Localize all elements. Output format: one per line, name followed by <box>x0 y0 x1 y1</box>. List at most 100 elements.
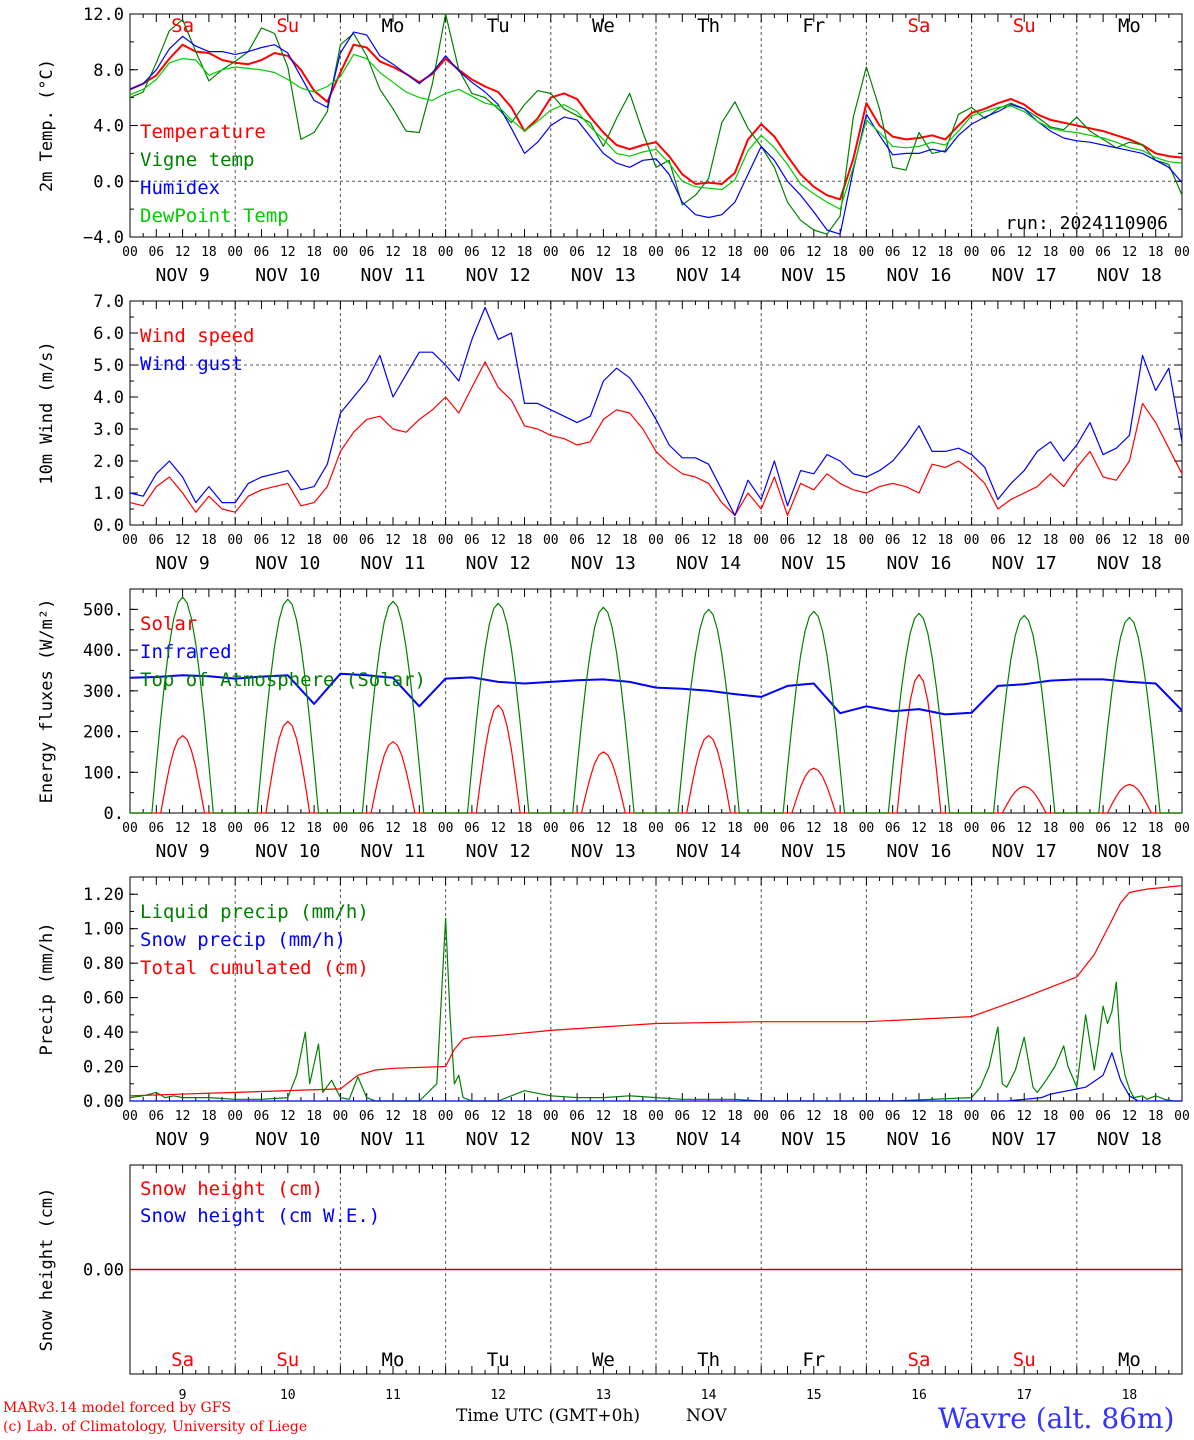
date-label: NOV 13 <box>571 265 636 286</box>
hour-tick-label: 00 <box>227 245 243 260</box>
date-label: NOV 12 <box>466 265 531 286</box>
hour-tick-label: 18 <box>937 1109 953 1124</box>
hour-tick-label: 18 <box>201 533 217 548</box>
date-label: NOV 13 <box>571 841 636 862</box>
hour-tick-label: 00 <box>753 533 769 548</box>
hour-tick-label: 12 <box>806 821 822 836</box>
hour-tick-label: 00 <box>648 821 664 836</box>
hour-tick-label: 18 <box>1148 245 1164 260</box>
hour-tick-label: 06 <box>885 245 901 260</box>
y-tick-label: 1.0 <box>93 484 124 504</box>
hour-tick-label: 18 <box>411 821 427 836</box>
hour-tick-label: 06 <box>674 821 690 836</box>
day-number-label: 18 <box>1122 1388 1138 1403</box>
legend-entry: Infrared <box>140 641 232 663</box>
hour-tick-label: 18 <box>411 245 427 260</box>
hour-tick-label: 12 <box>490 1109 506 1124</box>
hour-tick-label: 00 <box>438 245 454 260</box>
hour-tick-label: 06 <box>1095 821 1111 836</box>
y-tick-label: 6.0 <box>93 324 124 344</box>
hour-tick-label: 12 <box>1122 533 1138 548</box>
hour-tick-label: 18 <box>622 1109 638 1124</box>
hour-tick-label: 00 <box>1174 533 1190 548</box>
day-of-week-label: We <box>592 1349 615 1371</box>
date-label: NOV 12 <box>466 553 531 574</box>
date-label: NOV 10 <box>255 553 320 574</box>
day-number-label: 16 <box>911 1388 927 1403</box>
series-line-wind-speed <box>129 361 1183 517</box>
hour-tick-label: 06 <box>254 245 270 260</box>
y-tick-label: 7.0 <box>93 292 124 312</box>
hour-tick-label: 00 <box>1069 821 1085 836</box>
hour-tick-label: 18 <box>1043 1109 1059 1124</box>
legend-entry: Top of Atmosphere (Solar) <box>140 669 426 691</box>
hour-tick-label: 06 <box>464 1109 480 1124</box>
y-tick-label: −4.0 <box>83 228 124 248</box>
series-line-snow-precip-mm-h <box>130 1052 1182 1102</box>
hour-tick-label: 12 <box>175 821 191 836</box>
hour-tick-label: 12 <box>596 245 612 260</box>
date-label: NOV 16 <box>886 841 951 862</box>
hour-tick-label: 18 <box>937 245 953 260</box>
date-label: NOV 9 <box>156 553 210 574</box>
day-of-week-label: Su <box>276 1349 299 1371</box>
y-tick-label: 400. <box>83 641 124 661</box>
hour-tick-label: 18 <box>622 533 638 548</box>
hour-tick-label: 18 <box>727 533 743 548</box>
hour-tick-label: 06 <box>569 821 585 836</box>
series-line-total-cumulated-cm <box>129 885 1183 1097</box>
hour-tick-label: 12 <box>806 245 822 260</box>
hour-tick-label: 00 <box>1069 245 1085 260</box>
hour-tick-label: 12 <box>806 1109 822 1124</box>
legend-entry: Vigne temp <box>140 149 254 171</box>
day-of-week-label: We <box>592 15 615 37</box>
y-tick-label: 0.20 <box>83 1058 124 1078</box>
hour-tick-label: 18 <box>306 821 322 836</box>
hour-tick-label: 12 <box>911 533 927 548</box>
hour-tick-label: 00 <box>227 1109 243 1124</box>
hour-tick-label: 12 <box>175 1109 191 1124</box>
hour-tick-label: 00 <box>122 245 138 260</box>
day-number-label: 15 <box>806 1388 822 1403</box>
hour-tick-label: 06 <box>148 1109 164 1124</box>
hour-tick-label: 00 <box>438 821 454 836</box>
y-tick-label: 500. <box>83 600 124 620</box>
y-tick-label: 0.00 <box>83 1092 124 1112</box>
hour-tick-label: 06 <box>1095 533 1111 548</box>
y-tick-label: 0.40 <box>83 1023 124 1043</box>
hour-tick-label: 06 <box>780 1109 796 1124</box>
day-number-label: 13 <box>596 1388 612 1403</box>
hour-tick-label: 06 <box>569 1109 585 1124</box>
hour-tick-label: 18 <box>517 245 533 260</box>
legend-entry: Total cumulated (cm) <box>140 957 369 979</box>
y-tick-label: 2.0 <box>93 452 124 472</box>
hour-tick-label: 00 <box>543 821 559 836</box>
day-of-week-label: Sa <box>171 15 194 37</box>
series-line-infrared <box>129 672 1183 716</box>
date-label: NOV 16 <box>886 265 951 286</box>
x-axis-label: Time UTC (GMT+0h) <box>456 1406 641 1426</box>
hour-tick-label: 00 <box>753 245 769 260</box>
legend-entry: Wind speed <box>140 325 254 347</box>
hour-tick-label: 00 <box>438 533 454 548</box>
date-label: NOV 10 <box>255 265 320 286</box>
hour-tick-label: 12 <box>701 821 717 836</box>
day-number-label: 12 <box>490 1388 506 1403</box>
hour-tick-label: 06 <box>569 533 585 548</box>
day-of-week-label: Su <box>1013 15 1036 37</box>
hour-tick-label: 06 <box>148 245 164 260</box>
date-label: NOV 15 <box>781 1129 846 1150</box>
date-label: NOV 13 <box>571 553 636 574</box>
y-tick-label: 4.0 <box>93 388 124 408</box>
hour-tick-label: 18 <box>306 245 322 260</box>
date-label: NOV 9 <box>156 265 210 286</box>
day-of-week-label: Su <box>276 15 299 37</box>
hour-tick-label: 18 <box>832 821 848 836</box>
hour-tick-label: 18 <box>727 1109 743 1124</box>
y-tick-label: 1.20 <box>83 885 124 905</box>
hour-tick-label: 12 <box>701 245 717 260</box>
panel-2: 0.0 1.0 2.0 3.0 4.0 5.0 6.0 7.0 10m Wind (m/s) 00… <box>37 292 1190 574</box>
y-tick-label: 0.80 <box>83 954 124 974</box>
hour-tick-label: 00 <box>227 533 243 548</box>
hour-tick-label: 18 <box>517 1109 533 1124</box>
